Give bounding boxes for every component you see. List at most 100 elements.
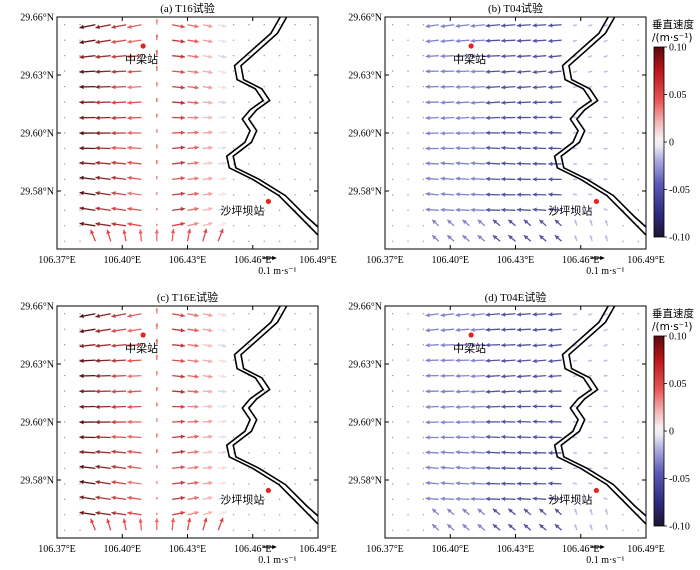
wind-vector [572, 178, 577, 181]
wind-vector [111, 54, 127, 59]
wind-vector [637, 85, 640, 88]
wind-vector [202, 389, 213, 394]
wind-vector [425, 450, 439, 455]
wind-vector [155, 307, 159, 314]
wind-vector [622, 483, 624, 485]
wind-vector [572, 313, 578, 316]
y-tick-label: 29.58°N [348, 187, 382, 198]
wind-vector [603, 147, 608, 150]
wind-vector [501, 496, 516, 502]
wind-vector [309, 178, 312, 181]
reference-arrow [591, 544, 605, 550]
wind-vector [507, 234, 516, 242]
wind-vector [422, 313, 425, 315]
wind-vector [501, 161, 516, 166]
wind-vector [172, 495, 185, 501]
wind-vector [95, 69, 111, 74]
wind-vector [263, 101, 265, 103]
wind-vector [391, 163, 394, 165]
wind-vector [79, 178, 81, 181]
wind-vector [127, 145, 142, 151]
wind-vector [248, 101, 250, 103]
wind-vector [309, 452, 312, 454]
wind-vector [637, 390, 640, 392]
wind-vector [263, 178, 265, 181]
wind-vector [501, 434, 516, 440]
wind-vector [218, 465, 227, 470]
wind-vector [485, 312, 501, 317]
wind-vector [637, 467, 640, 470]
wind-vector [79, 24, 81, 26]
wind-vector [637, 39, 640, 41]
wind-vector [202, 517, 208, 531]
wind-vector [485, 53, 501, 59]
wind-vector [218, 115, 227, 120]
wind-vector [548, 419, 562, 424]
wind-vector [79, 69, 96, 75]
wind-vector [294, 436, 296, 439]
wind-vector [622, 390, 624, 392]
wind-vector [637, 436, 640, 439]
wind-vector [63, 514, 66, 516]
wind-vector [548, 374, 562, 379]
wind-vector [127, 175, 142, 181]
wind-vector [422, 514, 425, 516]
wind-vector [425, 420, 439, 425]
wind-vector [232, 147, 235, 150]
wind-vector [187, 69, 199, 75]
wind-vector [516, 327, 531, 332]
wind-vector [309, 132, 312, 134]
wind-vector [63, 240, 66, 242]
wind-vector [187, 39, 199, 44]
wind-vector [294, 421, 296, 423]
wind-vector [440, 358, 455, 363]
wind-vector [422, 70, 425, 72]
wind-vector [446, 219, 455, 227]
wind-vector [248, 24, 250, 26]
wind-vector [455, 358, 470, 363]
wind-vector [187, 221, 199, 227]
wind-vector [622, 225, 624, 227]
wind-vector [407, 374, 409, 377]
wind-vector [172, 54, 185, 59]
wind-vector [63, 467, 66, 470]
wind-vector [425, 373, 439, 378]
wind-vector [127, 495, 142, 501]
wind-vector [155, 113, 158, 118]
wind-vector [278, 390, 281, 392]
wind-vector [202, 191, 213, 197]
wind-vector [523, 508, 532, 516]
wind-vector [516, 374, 531, 379]
wind-vector [548, 85, 562, 90]
wind-vector [278, 101, 281, 103]
colorbar-tick-label: 0.05 [669, 379, 687, 390]
wind-vector [79, 24, 96, 30]
wind-vector [605, 235, 609, 242]
colorbar-unit: /(m·s⁻¹) [652, 321, 693, 333]
wind-vector [263, 359, 265, 361]
wind-vector [309, 116, 312, 119]
wind-vector [79, 209, 81, 212]
wind-vector [440, 131, 455, 136]
wind-vector [79, 160, 96, 166]
wind-vector [407, 147, 409, 150]
wind-vector [492, 508, 501, 516]
panel-2: (c) T16E试验 106.37°E 106.40°E 106.43°E 106.46… [20, 290, 337, 566]
wind-vector [440, 327, 455, 333]
wind-vector [217, 511, 227, 516]
wind-vector [407, 359, 409, 361]
wind-vector [79, 404, 96, 409]
wind-vector [263, 498, 265, 501]
wind-vector [588, 131, 593, 134]
wind-vector [440, 146, 455, 151]
wind-vector [111, 480, 127, 485]
wind-vector [309, 39, 312, 41]
wind-vector [278, 39, 281, 41]
wind-vector [485, 161, 501, 166]
wind-vector [218, 450, 227, 455]
wind-vector [572, 147, 577, 150]
wind-vector [516, 419, 531, 424]
station-marker [140, 43, 146, 49]
wind-vector [485, 130, 501, 136]
wind-vector [462, 234, 470, 242]
